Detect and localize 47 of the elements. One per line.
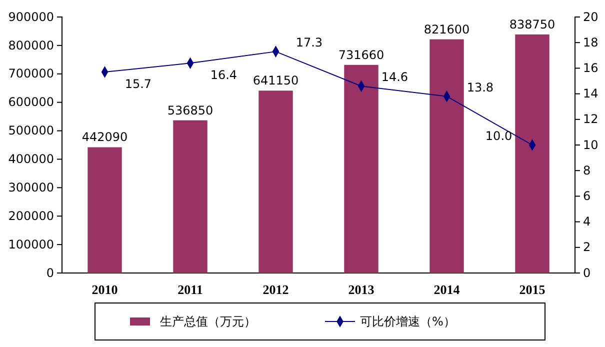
legend-label: 生产总值（万元）: [160, 314, 256, 328]
y-tick-label: 700000: [8, 66, 54, 81]
data-label: 731660: [338, 48, 384, 62]
y2-tick-label: 6: [583, 189, 591, 204]
y2-tick-label: 20: [583, 10, 598, 24]
x-tick-label: 2013: [348, 282, 375, 298]
data-label: 821600: [424, 22, 470, 36]
data-label: 838750: [509, 17, 556, 32]
x-tick-label: 2011: [178, 282, 203, 298]
y-tick-label: 900000: [8, 10, 54, 24]
y-tick-label: 400000: [8, 152, 54, 166]
x-tick-label: 2012: [262, 282, 289, 298]
y-tick-label: 200000: [8, 208, 54, 223]
data-label: 10.0: [485, 129, 512, 143]
data-label: 15.7: [124, 77, 152, 92]
data-label: 442090: [82, 130, 128, 144]
y2-tick-label: 18: [583, 35, 598, 50]
data-label: 641150: [252, 74, 299, 88]
bar: [430, 39, 464, 273]
y2-tick-label: 8: [583, 163, 591, 178]
y2-tick-label: 10: [583, 138, 598, 152]
y2-tick-label: 14: [583, 86, 598, 101]
legend-label: 可比价增速（%）: [360, 314, 456, 328]
bar: [344, 64, 378, 273]
data-label: 536850: [167, 103, 214, 118]
bar: [173, 120, 208, 273]
x-tick-label: 2015: [519, 282, 546, 298]
data-label: 17.3: [296, 36, 323, 50]
bar: [88, 147, 122, 273]
y2-tick-label: 12: [583, 112, 598, 126]
data-label: 13.8: [466, 80, 494, 94]
x-tick-label: 2010: [92, 282, 118, 298]
y-tick-label: 800000: [8, 38, 54, 52]
bar: [515, 34, 550, 273]
bar: [258, 90, 293, 273]
y2-tick-label: 2: [583, 240, 591, 254]
x-tick-label: 2014: [434, 282, 460, 298]
y-tick-label: 0: [46, 266, 54, 280]
y-tick-label: 300000: [8, 180, 54, 195]
data-label: 16.4: [210, 68, 238, 82]
y-tick-label: 100000: [8, 237, 54, 252]
y-tick-label: 600000: [8, 95, 54, 110]
y2-tick-label: 16: [583, 61, 598, 76]
y2-tick-label: 0: [583, 266, 591, 280]
y2-tick-label: 4: [583, 214, 591, 229]
y-tick-label: 500000: [8, 124, 54, 138]
data-label: 14.6: [381, 70, 408, 84]
